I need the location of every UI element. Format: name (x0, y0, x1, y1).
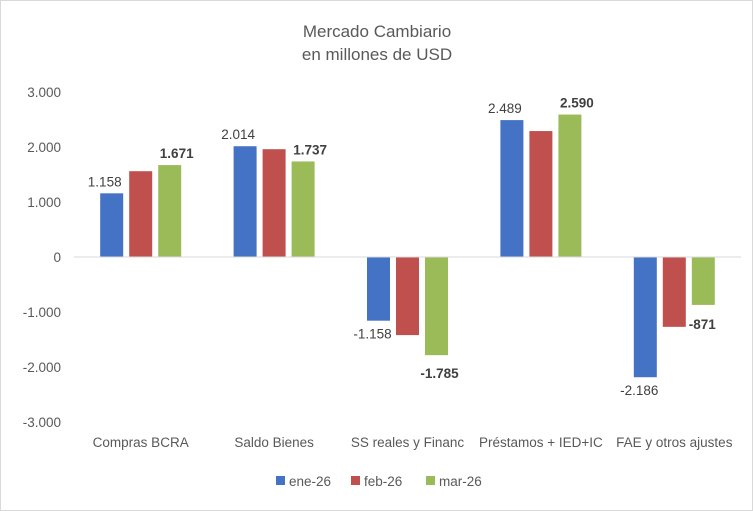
legend-swatch-ene-26 (276, 476, 285, 485)
y-tick-label: -1.000 (23, 305, 61, 320)
bar-ene-26-2 (367, 257, 390, 321)
bar-mar-26-2 (425, 257, 448, 356)
category-labels: Compras BCRA Saldo Bienes SS reales y Fina… (93, 435, 733, 450)
bar-feb-26-1 (262, 149, 286, 257)
category-label-3: Préstamos + IED+IC (479, 435, 603, 450)
bar-feb-26-0 (129, 171, 153, 257)
data-label-ene-26-2: -1.158 (353, 327, 391, 342)
data-label-mar-26-4: -871 (689, 317, 717, 332)
y-tick-label: 3.000 (27, 85, 61, 100)
legend-swatch-feb-26 (351, 476, 360, 485)
bar-mar-26-0 (158, 165, 182, 257)
data-label-mar-26-1: 1.737 (293, 142, 327, 157)
legend-swatch-mar-26 (426, 476, 435, 485)
y-axis: 3.000 2.000 1.000 0 -1.000 -2.000 -3.000 (23, 85, 61, 430)
category-label-1: Saldo Bienes (234, 435, 314, 450)
category-label-4: FAE y otros ajustes (616, 435, 733, 450)
data-label-mar-26-2: -1.785 (420, 366, 459, 381)
y-tick-label: -3.000 (23, 415, 61, 430)
chart-subtitle: en millones de USD (302, 45, 452, 64)
data-label-ene-26-3: 2.489 (488, 101, 522, 116)
chart-title: Mercado Cambiario (303, 22, 451, 41)
bar-mar-26-4 (691, 257, 715, 305)
category-label-0: Compras BCRA (93, 435, 189, 450)
legend-label-mar-26: mar-26 (439, 474, 482, 489)
bar-feb-26-4 (662, 257, 686, 327)
legend: ene-26 feb-26 mar-26 (276, 474, 482, 489)
bar-ene-26-3 (500, 120, 524, 257)
y-tick-label: -2.000 (23, 360, 61, 375)
bar-ene-26-0 (100, 193, 124, 257)
category-label-2: SS reales y Financ (351, 435, 465, 450)
bars-group (100, 114, 715, 378)
bar-feb-26-3 (529, 131, 553, 257)
y-tick-label: 2.000 (27, 140, 61, 155)
bar-mar-26-3 (558, 114, 582, 257)
legend-label-feb-26: feb-26 (364, 474, 402, 489)
data-labels: 1.158 1.671 2.014 1.737 -1.158 -1.785 2.489 2.5… (88, 96, 716, 399)
legend-label-ene-26: ene-26 (289, 474, 331, 489)
bar-ene-26-4 (633, 257, 657, 378)
bar-mar-26-1 (291, 161, 315, 257)
y-tick-label: 1.000 (27, 195, 61, 210)
y-tick-label: 0 (53, 250, 61, 265)
data-label-ene-26-1: 2.014 (221, 127, 255, 142)
data-label-mar-26-0: 1.671 (160, 146, 194, 161)
data-label-mar-26-3: 2.590 (560, 96, 594, 111)
data-label-ene-26-4: -2.186 (620, 383, 658, 398)
data-label-ene-26-0: 1.158 (88, 174, 122, 189)
bar-ene-26-1 (233, 146, 257, 257)
bar-feb-26-2 (396, 257, 419, 336)
